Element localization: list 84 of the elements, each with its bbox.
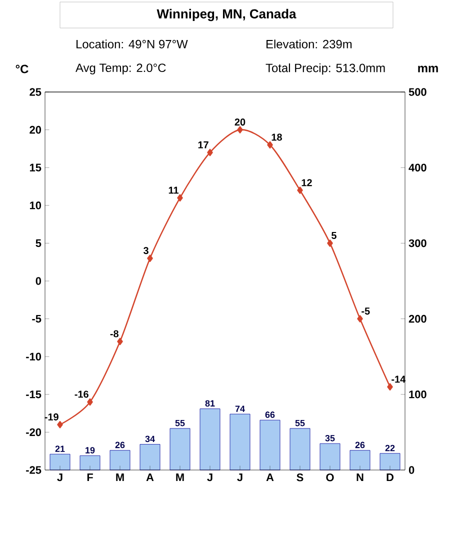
bar — [380, 453, 400, 470]
bar — [260, 420, 280, 470]
y2-tick-label: 100 — [409, 390, 426, 398]
x-tick-label: J — [57, 474, 62, 482]
data-label: 35 — [325, 434, 335, 442]
y-tick-label: 20 — [30, 126, 42, 134]
x-tick-label: M — [116, 474, 124, 482]
bar — [320, 443, 340, 470]
point — [267, 141, 273, 149]
point — [57, 421, 63, 428]
x-tick-label: O — [326, 474, 334, 482]
bar — [170, 428, 190, 470]
data-label: 20 — [234, 118, 246, 126]
data-label: -5 — [362, 308, 370, 315]
bar — [230, 414, 250, 470]
point — [177, 194, 183, 202]
y2-axis-title: mm — [418, 66, 438, 72]
bar — [50, 454, 70, 470]
bar — [350, 450, 370, 470]
x-tick-label: J — [237, 474, 242, 482]
text: Total Precip: 513.0mm — [266, 63, 385, 75]
y-tick-label: -5 — [32, 314, 42, 323]
y-tick-label: 15 — [30, 164, 42, 172]
data-label: 55 — [295, 420, 305, 426]
data-label: 26 — [355, 442, 365, 448]
x-tick-label: A — [266, 474, 274, 482]
data-label: 11 — [168, 186, 179, 194]
data-label: 66 — [265, 412, 275, 418]
data-label: 12 — [302, 179, 312, 186]
bar — [140, 444, 160, 470]
bar — [290, 428, 310, 470]
data-label: -8 — [110, 330, 118, 338]
data-label: 5 — [332, 232, 336, 239]
point — [147, 254, 153, 262]
y-tick-label: 10 — [30, 202, 42, 210]
data-label: 55 — [175, 420, 185, 426]
data-label: 22 — [385, 444, 395, 452]
bar — [200, 408, 220, 470]
x-tick-label: D — [386, 474, 394, 482]
data-label: 19 — [86, 447, 95, 454]
chart-title: Winnipeg, MN, Canada — [156, 8, 296, 22]
point — [237, 126, 243, 134]
data-label: -14 — [392, 376, 406, 383]
text: Elevation: 239m — [266, 40, 352, 48]
y2-tick-label: 500 — [408, 88, 426, 96]
y2-tick-label: 200 — [408, 314, 426, 323]
y-tick-label: 0 — [36, 277, 42, 285]
x-tick-label: M — [176, 474, 184, 482]
point — [327, 240, 333, 247]
point — [117, 338, 123, 346]
point — [357, 315, 363, 322]
y-tick-label: -20 — [26, 428, 42, 436]
point — [387, 383, 393, 390]
y-tick-label: 5 — [36, 239, 42, 248]
bar — [80, 455, 100, 470]
x-tick-label: S — [296, 474, 304, 482]
y-tick-label: 25 — [30, 88, 42, 96]
x-tick-label: J — [207, 474, 212, 482]
data-label: 26 — [115, 442, 125, 448]
y2-tick-label: 400 — [408, 164, 426, 172]
x-tick-label: F — [87, 474, 93, 482]
y-axis-title: °C — [16, 64, 28, 74]
text: Location: 49°N 97°W — [76, 40, 188, 48]
data-label: 34 — [145, 436, 155, 442]
bar — [110, 450, 130, 470]
data-label: -16 — [74, 390, 88, 398]
data-label: 3 — [144, 247, 148, 254]
data-label: 74 — [235, 406, 245, 412]
y2-tick-label: 0 — [408, 466, 414, 474]
data-label: 81 — [205, 400, 215, 407]
data-label: -19 — [44, 413, 58, 420]
point — [87, 398, 93, 406]
point — [297, 186, 303, 194]
text: Avg Temp: 2.0°C — [76, 64, 166, 74]
data-label: 21 — [55, 446, 65, 452]
point — [207, 148, 213, 156]
y-tick-label: -25 — [26, 466, 42, 474]
y-tick-label: -10 — [26, 352, 42, 360]
data-label: 18 — [272, 134, 282, 141]
x-tick-label: A — [146, 474, 154, 482]
y-tick-label: -15 — [26, 390, 42, 398]
data-label: 17 — [198, 141, 208, 148]
x-tick-label: N — [356, 474, 364, 482]
y2-tick-label: 300 — [408, 239, 426, 248]
